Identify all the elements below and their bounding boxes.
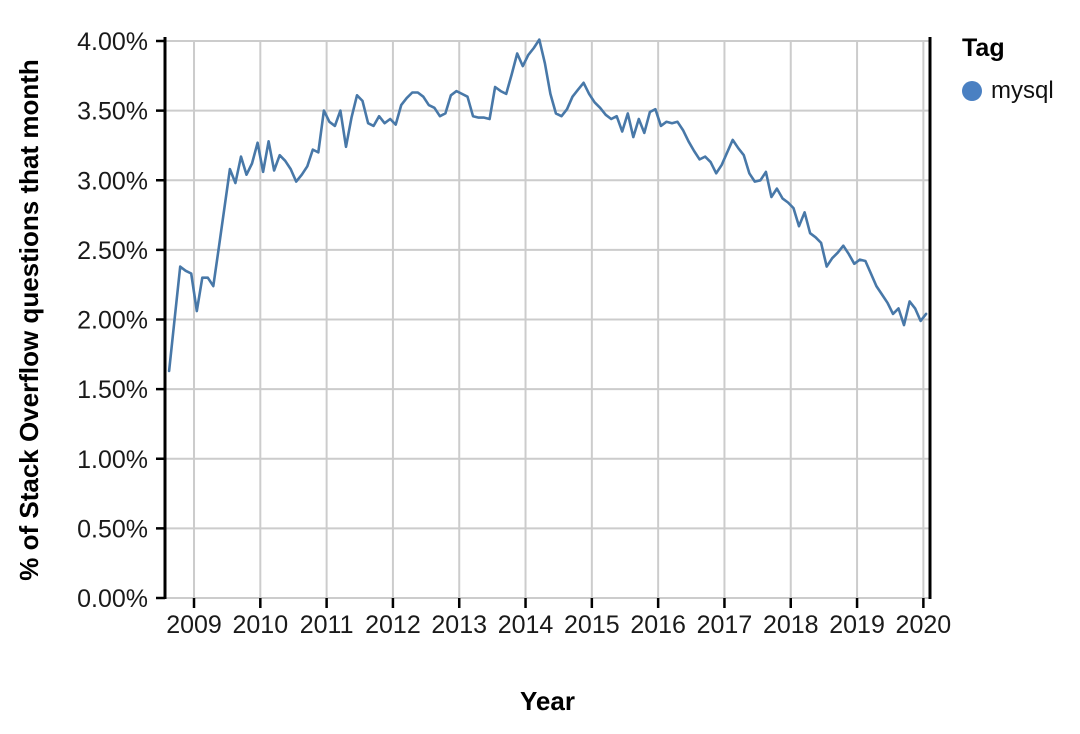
y-tick-label: 3.00% [77, 167, 148, 195]
trend-line-mysql[interactable] [167, 38, 928, 373]
y-tick-label: 2.00% [77, 307, 148, 335]
x-tick-label: 2020 [896, 611, 952, 639]
x-tick-label: 2019 [829, 611, 885, 639]
x-tick-label: 2010 [233, 611, 289, 639]
y-tick-label: 0.50% [77, 515, 148, 543]
x-tick-label: 2011 [300, 611, 354, 639]
x-tick-label: 2018 [763, 611, 819, 639]
y-tick-label: 4.00% [77, 28, 148, 56]
x-axis-title: Year [520, 686, 575, 716]
y-tick-label: 1.50% [77, 376, 148, 404]
y-tick-label: 1.00% [77, 446, 148, 474]
x-tick-label: 2015 [564, 611, 620, 639]
legend-item-label: mysql [991, 77, 1054, 104]
legend: Tag mysql [962, 34, 1054, 105]
y-axis-title: % of Stack Overflow questions that month [14, 59, 44, 581]
x-tick-label: 2013 [431, 611, 487, 639]
x-tick-label: 2016 [630, 611, 686, 639]
x-tick-label: 2014 [498, 611, 554, 639]
y-tick-label: 3.50% [77, 98, 148, 126]
legend-item-mysql[interactable]: mysql [962, 77, 1054, 105]
legend-dot-icon [962, 81, 982, 101]
x-tick-label: 2012 [365, 611, 421, 639]
x-tick-label: 2009 [166, 611, 222, 639]
y-tick-label: 0.00% [77, 585, 148, 613]
y-tick-label: 2.50% [77, 237, 148, 265]
legend-title: Tag [962, 34, 1005, 62]
x-tick-label: 2017 [697, 611, 753, 639]
